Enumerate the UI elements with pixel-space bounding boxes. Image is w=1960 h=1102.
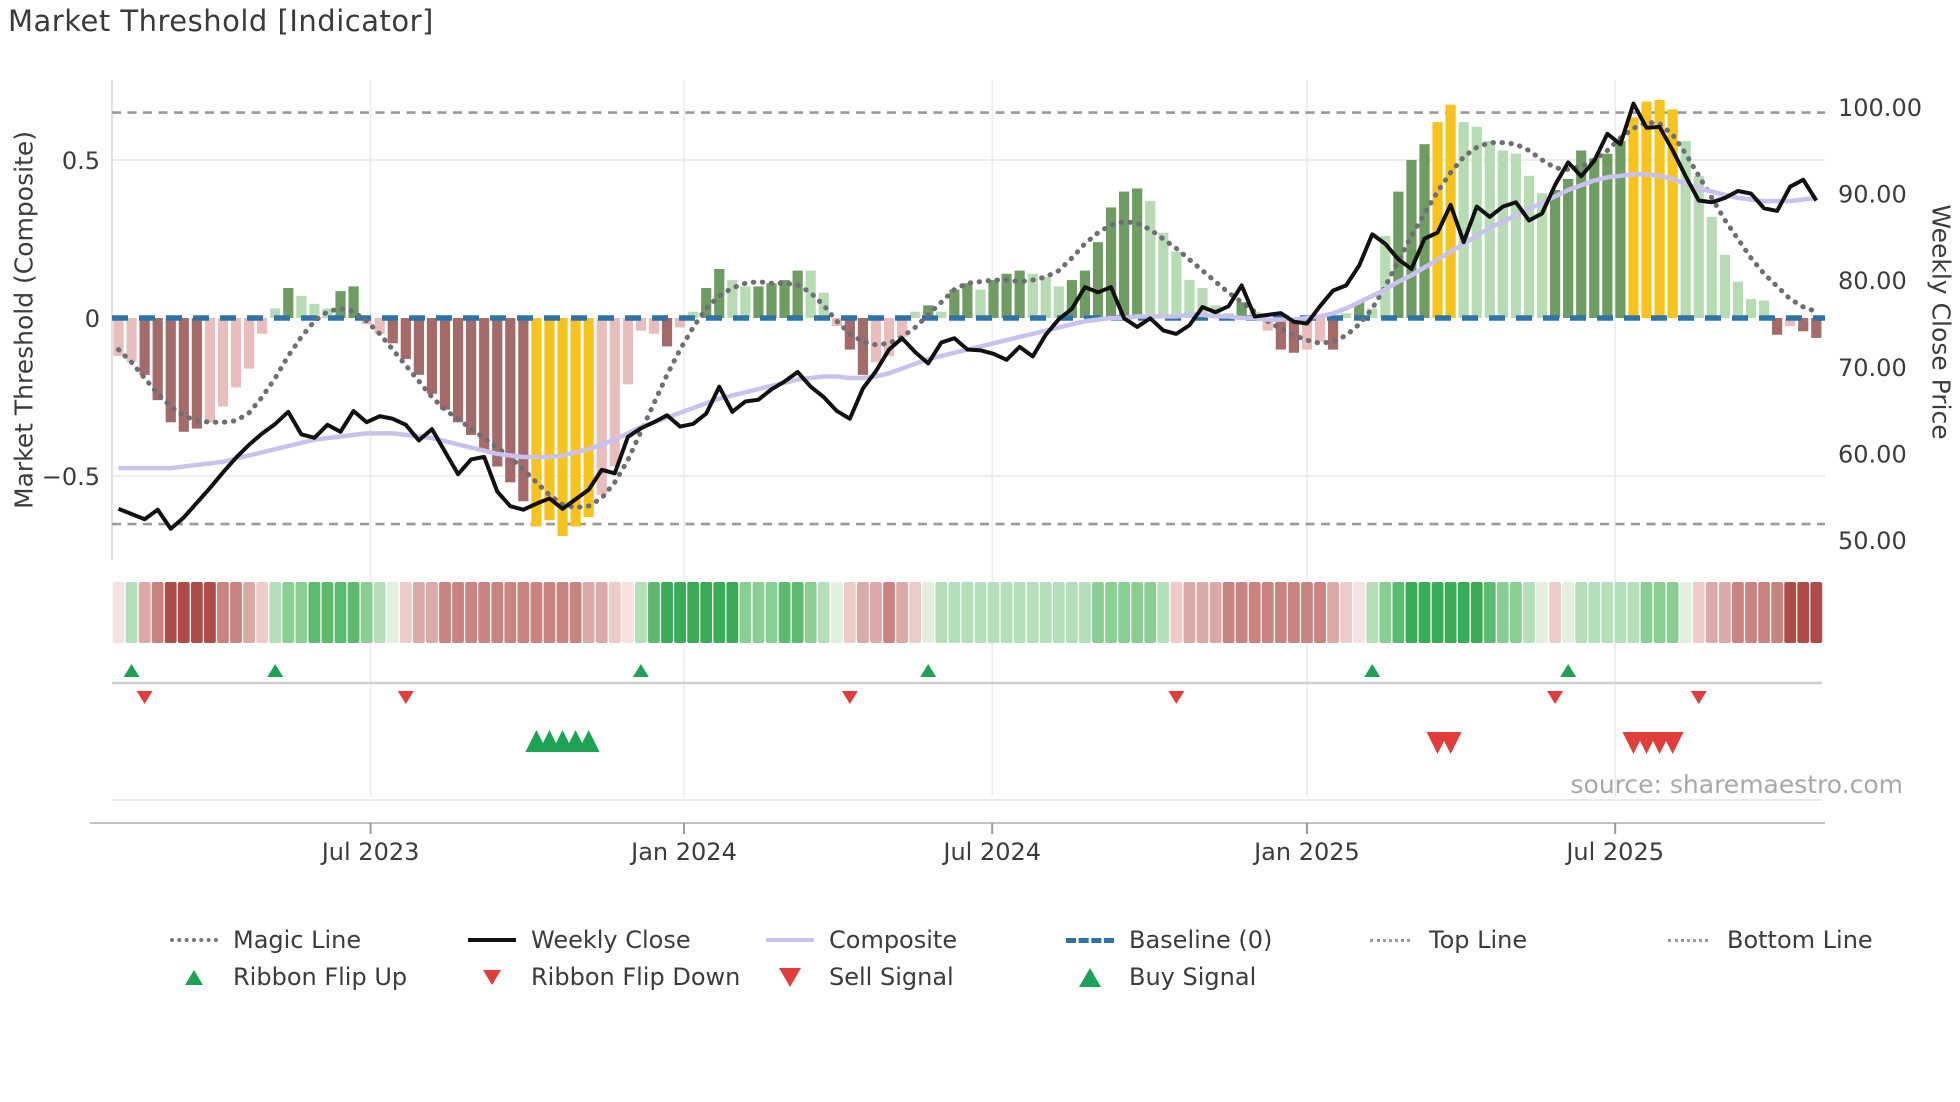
legend-label: Ribbon Flip Down: [531, 963, 741, 991]
legend-item-bottom-line: Bottom Line: [1663, 924, 1873, 956]
baseline-swatch: [1065, 937, 1115, 943]
svg-text:70.00: 70.00: [1838, 354, 1907, 382]
left-axis-ticks: 0.5 0 −0.5: [42, 147, 100, 491]
svg-text:90.00: 90.00: [1838, 181, 1907, 209]
indicator-chart: Jul 2023 Jan 2024 Jul 2024 Jan 2025 Jul 2025…: [42, 80, 1922, 866]
magic-line: [116, 119, 1819, 511]
legend-item-top-line: Top Line: [1365, 924, 1527, 956]
svg-text:0: 0: [85, 305, 100, 333]
legend-label: Baseline (0): [1129, 926, 1273, 954]
legend-label: Sell Signal: [829, 963, 954, 991]
weekly-close-line: [117, 101, 1818, 531]
magic-swatch: [169, 938, 219, 942]
svg-text:Jan 2024: Jan 2024: [629, 838, 737, 866]
legend-item-weekly-close: Weekly Close: [467, 924, 691, 956]
source-credit: source: sharemaestro.com: [1570, 770, 1904, 799]
legend-label: Composite: [829, 926, 958, 954]
svg-text:50.00: 50.00: [1838, 527, 1907, 555]
sell-swatch: [765, 967, 815, 987]
legend-label: Weekly Close: [531, 926, 691, 954]
svg-text:60.00: 60.00: [1838, 440, 1907, 468]
legend-item-sell-signal: Sell Signal: [765, 961, 954, 993]
legend-item-baseline-0-: Baseline (0): [1065, 924, 1272, 956]
svg-text:Jul 2024: Jul 2024: [941, 838, 1041, 866]
legend-label: Bottom Line: [1727, 926, 1873, 954]
svg-text:Jan 2025: Jan 2025: [1252, 838, 1360, 866]
svg-text:−0.5: −0.5: [42, 463, 100, 491]
page-title: Market Threshold [Indicator]: [8, 4, 434, 38]
ribbon-flip-down-markers: [136, 691, 1707, 704]
right-axis-title: Weekly Close Price: [1926, 204, 1956, 440]
reference-lines: [112, 111, 1825, 526]
svg-text:0.5: 0.5: [62, 147, 100, 175]
legend-item-ribbon-flip-up: Ribbon Flip Up: [169, 961, 407, 993]
legend-label: Top Line: [1429, 926, 1528, 954]
composite-swatch: [765, 938, 815, 942]
bottomline-swatch: [1663, 938, 1713, 942]
svg-text:100.00: 100.00: [1838, 94, 1922, 122]
sell-signal-markers: [1426, 732, 1684, 754]
topline-swatch: [1365, 938, 1415, 942]
left-axis-title: Market Threshold (Composite): [9, 131, 39, 509]
ribbon-strip: [112, 582, 1823, 643]
buy-swatch: [1065, 967, 1115, 987]
composite-line: [118, 171, 1817, 471]
legend-item-composite: Composite: [765, 924, 957, 956]
flip-up-swatch: [169, 969, 219, 985]
legend-item-magic-line: Magic Line: [169, 924, 361, 956]
legend-item-ribbon-flip-down: Ribbon Flip Down: [467, 961, 740, 993]
svg-text:Jul 2023: Jul 2023: [320, 838, 420, 866]
svg-text:80.00: 80.00: [1838, 267, 1907, 295]
flip-down-swatch: [467, 969, 517, 985]
threshold-bars: [113, 99, 1822, 537]
legend-label: Ribbon Flip Up: [233, 963, 408, 991]
right-axis-ticks: 100.00 90.00 80.00 70.00 60.00 50.00: [1838, 94, 1922, 555]
x-axis: Jul 2023 Jan 2024 Jul 2024 Jan 2025 Jul 2025: [90, 799, 1825, 866]
buy-signal-markers: [525, 730, 600, 752]
vertical-gridlines: [369, 80, 1616, 797]
weekly-swatch: [467, 938, 517, 942]
ribbon-flip-up-markers: [123, 664, 1577, 677]
legend-label: Buy Signal: [1129, 963, 1257, 991]
legend-item-buy-signal: Buy Signal: [1065, 961, 1256, 993]
legend-label: Magic Line: [233, 926, 362, 954]
svg-text:Jul 2025: Jul 2025: [1564, 838, 1664, 866]
